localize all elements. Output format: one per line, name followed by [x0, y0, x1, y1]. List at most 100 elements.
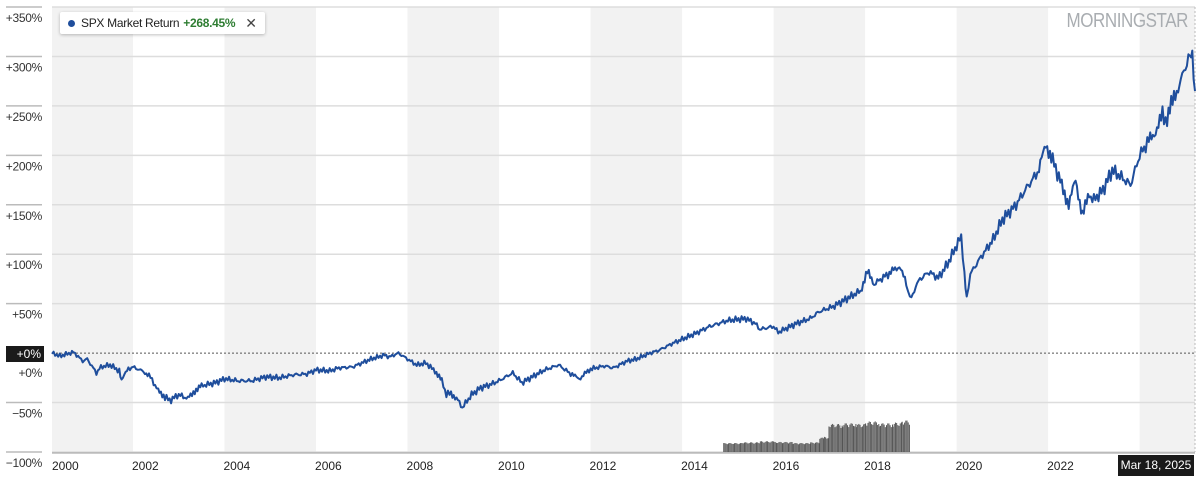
volume-bar: [820, 437, 822, 452]
volume-bar: [767, 441, 769, 452]
current-date-badge: Mar 18, 2025: [1118, 455, 1194, 476]
volume-bar: [819, 438, 821, 452]
volume-bar: [878, 426, 880, 452]
volume-bar: [892, 426, 894, 452]
volume-bar: [765, 441, 767, 452]
volume-bar: [763, 442, 765, 452]
volume-bar: [855, 424, 857, 452]
year-band: [590, 7, 683, 452]
x-tick-label: 2012: [590, 459, 617, 473]
volume-bar: [900, 422, 902, 452]
volume-bar: [860, 427, 862, 452]
volume-bar: [725, 443, 727, 452]
legend-chip[interactable]: SPX Market Return +268.45% ✕: [60, 12, 265, 34]
morningstar-logo: MORNINGSTAR: [1066, 10, 1188, 32]
volume-bar: [810, 442, 812, 452]
volume-bar: [795, 443, 797, 452]
volume-bar: [764, 441, 766, 452]
volume-bar: [842, 427, 844, 452]
volume-bar: [801, 443, 803, 452]
volume-bar: [901, 421, 903, 452]
volume-bar: [818, 443, 820, 452]
volume-bar: [724, 443, 726, 452]
volume-bar: [800, 443, 802, 452]
volume-bar: [774, 442, 776, 452]
volume-bar: [791, 444, 793, 452]
volume-bar: [829, 427, 831, 452]
volume-bar: [745, 442, 747, 452]
volume-bar: [779, 441, 781, 452]
year-band: [956, 7, 1049, 452]
volume-bar: [882, 423, 884, 452]
volume-bar: [828, 426, 830, 452]
x-tick-label: 2018: [864, 459, 891, 473]
volume-bar: [838, 424, 840, 452]
volume-bar: [761, 441, 763, 452]
volume-bar: [797, 444, 799, 452]
volume-bar: [747, 443, 749, 452]
x-tick-label: 2020: [956, 459, 983, 473]
volume-bar: [863, 424, 865, 452]
volume-bar: [746, 442, 748, 452]
y-tick-label: +100%: [6, 258, 43, 272]
volume-bar: [752, 442, 754, 452]
volume-bar: [773, 441, 775, 452]
close-x-icon[interactable]: ✕: [245, 14, 257, 31]
x-tick-label: 2006: [315, 459, 342, 473]
y-tick-label: +200%: [6, 159, 43, 173]
volume-bar: [789, 442, 791, 452]
volume-bar: [888, 423, 890, 452]
year-band: [52, 7, 133, 452]
x-tick-label: 2022: [1047, 459, 1074, 473]
series-line-spx: [51, 49, 1196, 409]
volume-bar: [775, 442, 777, 452]
volume-bar: [731, 443, 733, 452]
volume-bar: [898, 425, 900, 452]
volume-bar: [770, 441, 772, 452]
volume-bar: [729, 443, 731, 452]
volume-bar: [887, 423, 889, 452]
volume-bar: [847, 425, 849, 452]
volume-bar: [867, 422, 869, 452]
volume-bar: [864, 423, 866, 452]
volume-bar: [832, 423, 834, 452]
volume-bar: [749, 442, 751, 452]
volume-bar: [890, 427, 892, 452]
volume-bar: [806, 443, 808, 452]
volume-bar: [796, 443, 798, 452]
volume-bar: [787, 443, 789, 452]
volume-bar: [904, 422, 906, 452]
volume-bar: [853, 425, 855, 452]
volume-bar: [811, 442, 813, 452]
volume-bar: [762, 441, 764, 452]
volume-bar: [768, 442, 770, 452]
y-tick-label: +300%: [6, 60, 43, 74]
x-tick-label: 2014: [681, 459, 708, 473]
volume-bar: [807, 443, 809, 452]
volume-bar: [759, 441, 761, 452]
y-tick-label: −100%: [6, 456, 43, 470]
volume-bar: [734, 443, 736, 452]
volume-bar: [894, 422, 896, 452]
volume-bar: [854, 426, 856, 452]
volume-bar: [843, 425, 845, 452]
volume-bar: [855, 427, 857, 452]
volume-bar: [866, 425, 868, 452]
series-dot-icon: [68, 19, 75, 27]
volume-bar: [773, 441, 775, 452]
volume-bar: [740, 443, 742, 452]
volume-bar: [736, 443, 738, 452]
year-band: [407, 7, 500, 452]
y-tick-label: +350%: [6, 11, 43, 25]
volume-bar: [869, 421, 871, 452]
year-band: [224, 7, 317, 452]
volume-bar: [858, 423, 860, 452]
volume-bar: [753, 443, 755, 452]
volume-bar: [793, 443, 795, 452]
volume-bar: [813, 443, 815, 452]
volume-bar: [844, 423, 846, 452]
volume-bar: [884, 427, 886, 452]
volume-bar: [790, 441, 792, 452]
volume-bar: [873, 422, 875, 452]
